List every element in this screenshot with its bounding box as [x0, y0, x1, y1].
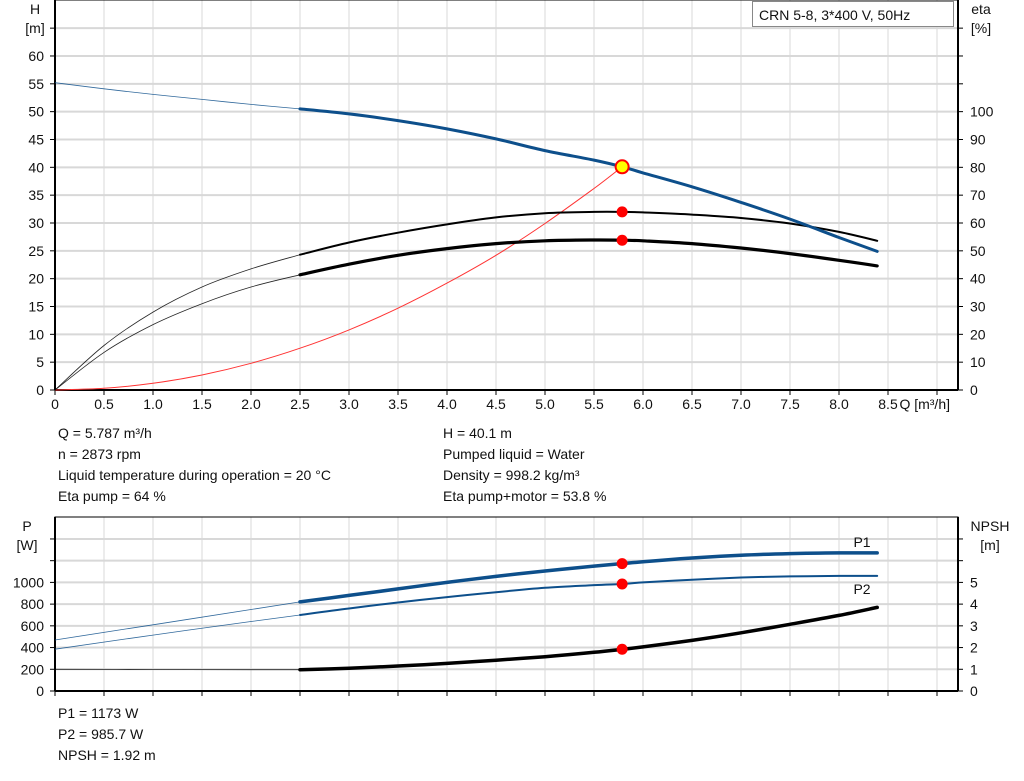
- p1-series-label: P1: [853, 534, 870, 550]
- y-right-tick-label: 50: [970, 243, 986, 259]
- y-right-axis-unit: [m]: [980, 537, 999, 553]
- y-right-tick-label: 1: [970, 661, 978, 677]
- info-liquid-temp: Liquid temperature during operation = 20…: [58, 467, 331, 483]
- y-left-tick-label: 600: [21, 618, 45, 634]
- x-tick-label: 2.5: [290, 396, 310, 412]
- head-curve: [298, 107, 879, 253]
- y-right-tick-label: 3: [970, 618, 978, 634]
- x-tick-label: 0: [51, 396, 59, 412]
- y-left-tick-label: 200: [21, 661, 45, 677]
- duty-point-eta-total: [616, 234, 628, 246]
- y-left-axis-unit: [m]: [25, 20, 44, 36]
- x-tick-label: 7.0: [731, 396, 751, 412]
- info-head: H = 40.1 m: [443, 425, 512, 441]
- duty-point-eta-pump: [616, 206, 628, 218]
- p2-series-label: P2: [853, 581, 870, 597]
- y-right-tick-label: 0: [970, 683, 978, 699]
- duty-point-p1: [616, 558, 628, 570]
- y-right-tick-label: 60: [970, 215, 986, 231]
- info-p1: P1 = 1173 W: [58, 705, 139, 721]
- info-density: Density = 998.2 kg/m³: [443, 467, 580, 483]
- eta-pump-curve-extrapolated: [54, 254, 301, 391]
- y-left-tick-label: 30: [28, 215, 44, 231]
- x-tick-label: 8.5: [878, 396, 898, 412]
- y-left-axis-unit: [W]: [17, 537, 38, 553]
- npsh-curve: [298, 605, 879, 672]
- y-right-tick-label: 100: [970, 104, 994, 120]
- info-pumped-liquid: Pumped liquid = Water: [443, 446, 585, 462]
- x-tick-label: 3.5: [388, 396, 408, 412]
- info-npsh: NPSH = 1.92 m: [58, 747, 156, 763]
- y-left-tick-label: 50: [28, 104, 44, 120]
- x-axis-title: Q [m³/h]: [899, 396, 950, 412]
- duty-point-npsh: [616, 643, 628, 655]
- y-left-tick-label: 45: [28, 131, 44, 147]
- y-left-tick-label: 5: [36, 354, 44, 370]
- info-eta-total: Eta pump+motor = 53.8 %: [443, 488, 607, 504]
- p2-curve-extrapolated: [54, 614, 301, 650]
- duty-point-head: [614, 159, 630, 175]
- y-right-tick-label: 5: [970, 574, 978, 590]
- p1-curve-extrapolated: [54, 601, 301, 641]
- info-p2: P2 = 985.7 W: [58, 726, 144, 742]
- p2-curve: [299, 574, 879, 616]
- eta-total-curve-extrapolated: [54, 274, 301, 391]
- x-tick-label: 4.5: [486, 396, 506, 412]
- x-tick-label: 6.5: [682, 396, 702, 412]
- info-flow: Q = 5.787 m³/h: [58, 425, 152, 441]
- y-right-tick-label: 20: [970, 326, 986, 342]
- y-left-axis-title: P: [22, 518, 31, 534]
- x-tick-label: 2.0: [241, 396, 261, 412]
- x-tick-label: 5.0: [535, 396, 555, 412]
- y-left-tick-label: 800: [21, 596, 45, 612]
- y-right-axis-title: eta: [971, 1, 991, 17]
- system-curve: [54, 166, 623, 391]
- y-right-tick-label: 80: [970, 159, 986, 175]
- y-left-tick-label: 0: [36, 382, 44, 398]
- y-left-tick-label: 60: [28, 48, 44, 64]
- x-tick-label: 1.0: [143, 396, 163, 412]
- y-left-tick-label: 55: [28, 76, 44, 92]
- info-eta-pump: Eta pump = 64 %: [58, 488, 166, 504]
- eta-pump-curve: [299, 210, 879, 256]
- eta-total-curve: [298, 238, 879, 277]
- info-bottom: P1 = 1173 W P2 = 985.7 W NPSH = 1.92 m: [58, 703, 156, 766]
- y-right-tick-label: 90: [970, 131, 986, 147]
- p1-curve: [298, 551, 879, 604]
- y-right-axis-unit: [%]: [971, 20, 991, 36]
- y-left-tick-label: 10: [28, 326, 44, 342]
- y-right-tick-label: 70: [970, 187, 986, 203]
- x-tick-label: 3.0: [339, 396, 359, 412]
- y-right-axis-title: NPSH: [971, 518, 1010, 534]
- info-speed: n = 2873 rpm: [58, 446, 141, 462]
- x-tick-label: 6.0: [633, 396, 653, 412]
- x-tick-label: 7.5: [780, 396, 800, 412]
- y-left-tick-label: 0: [36, 683, 44, 699]
- y-right-tick-label: 10: [970, 354, 986, 370]
- x-tick-label: 0.5: [94, 396, 114, 412]
- info-top-right: H = 40.1 m Pumped liquid = Water Density…: [443, 423, 606, 507]
- y-left-tick-label: 25: [28, 243, 44, 259]
- y-right-tick-label: 0: [970, 382, 978, 398]
- x-tick-label: 1.5: [192, 396, 212, 412]
- y-right-tick-label: 30: [970, 298, 986, 314]
- y-left-tick-label: 1000: [13, 574, 44, 590]
- y-left-tick-label: 20: [28, 271, 44, 287]
- duty-point-p2: [616, 578, 628, 590]
- x-tick-label: 5.5: [584, 396, 604, 412]
- y-right-tick-label: 40: [970, 271, 986, 287]
- y-left-tick-label: 40: [28, 159, 44, 175]
- legend-pump-model: CRN 5-8, 3*400 V, 50Hz: [752, 1, 954, 27]
- x-tick-label: 8.0: [829, 396, 849, 412]
- y-left-tick-label: 400: [21, 640, 45, 656]
- y-left-tick-label: 15: [28, 298, 44, 314]
- x-tick-label: 4.0: [437, 396, 457, 412]
- y-left-tick-label: 35: [28, 187, 44, 203]
- info-top-left: Q = 5.787 m³/h n = 2873 rpm Liquid tempe…: [58, 423, 331, 507]
- y-right-tick-label: 2: [970, 640, 978, 656]
- head-curve-extrapolated: [54, 82, 301, 110]
- y-left-axis-title: H: [30, 1, 40, 17]
- y-right-tick-label: 4: [970, 596, 978, 612]
